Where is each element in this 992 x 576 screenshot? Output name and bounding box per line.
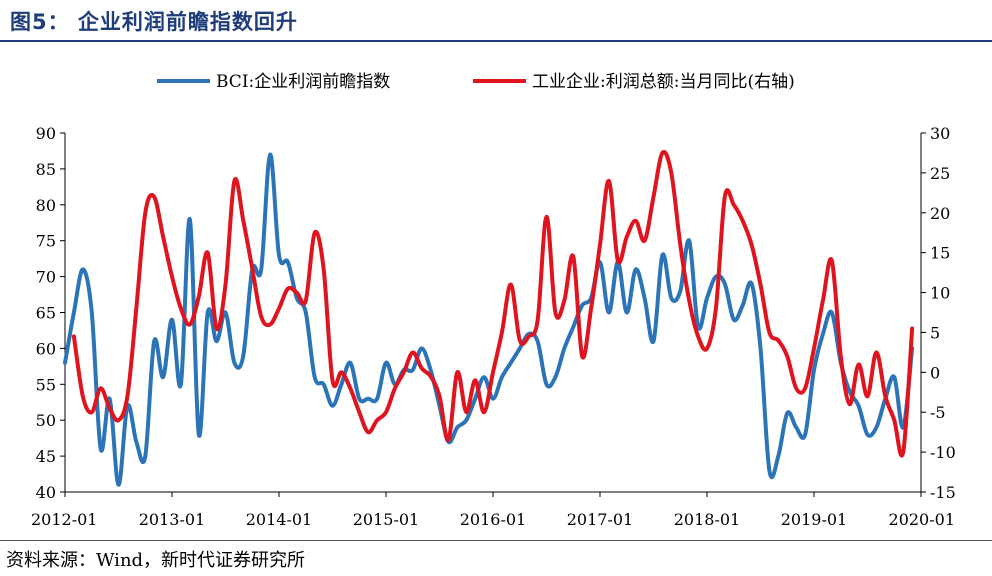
x-tick-label: 2014-01 — [246, 510, 312, 529]
left-tick-label: 90 — [36, 124, 56, 143]
right-tick-label: 15 — [930, 244, 950, 263]
right-tick-label: 30 — [930, 124, 950, 143]
series-line-profit — [71, 150, 915, 458]
right-tick-label: 25 — [930, 164, 950, 183]
left-tick-label: 70 — [36, 268, 56, 287]
right-tick-label: -5 — [930, 403, 946, 422]
x-tick-label: 2015-01 — [353, 510, 419, 529]
x-tick-label: 2016-01 — [460, 510, 526, 529]
right-tick-label: -15 — [930, 483, 956, 502]
x-tick-label: 2012-01 — [31, 510, 97, 529]
x-tick-label: 2018-01 — [674, 510, 740, 529]
chart-series — [63, 150, 915, 487]
legend-label-bci: BCI:企业利润前瞻指数 — [216, 72, 390, 92]
left-tick-label: 65 — [36, 304, 56, 323]
line-chart: BCI:企业利润前瞻指数 工业企业:利润总额:当月同比(右轴) 40455055… — [31, 72, 956, 529]
chart-legend: BCI:企业利润前瞻指数 工业企业:利润总额:当月同比(右轴) — [157, 72, 795, 92]
left-tick-label: 50 — [36, 411, 56, 430]
x-tick-label: 2019-01 — [781, 510, 847, 529]
series-line-bci — [63, 152, 915, 487]
x-tick-label: 2013-01 — [139, 510, 205, 529]
right-tick-label: 5 — [930, 323, 940, 342]
title-rule — [0, 40, 992, 42]
left-tick-label: 85 — [36, 160, 56, 179]
right-tick-label: 0 — [930, 363, 940, 382]
left-tick-label: 45 — [36, 447, 56, 466]
left-tick-label: 40 — [36, 483, 56, 502]
right-tick-label: -10 — [930, 443, 956, 462]
left-tick-label: 60 — [36, 339, 56, 358]
left-tick-label: 75 — [36, 232, 56, 251]
legend-label-profit: 工业企业:利润总额:当月同比(右轴) — [532, 72, 795, 92]
left-tick-label: 80 — [36, 196, 56, 215]
right-tick-label: 10 — [930, 284, 950, 303]
x-tick-label: 2017-01 — [567, 510, 633, 529]
figure-title: 图5： 企业利润前瞻指数回升 — [10, 10, 298, 34]
left-tick-label: 55 — [36, 375, 56, 394]
source-note: 资料来源：Wind，新时代证券研究所 — [6, 550, 306, 571]
x-tick-label: 2020-01 — [889, 510, 955, 529]
source-rule — [0, 540, 992, 541]
chart-axes: 40 45 50 55 60 65 70 75 80 85 90 -15 -10 -5 0 5 10 15 20 25… — [31, 124, 956, 529]
right-tick-label: 20 — [930, 204, 950, 223]
